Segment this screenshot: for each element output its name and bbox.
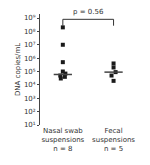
svg-text:10⁵: 10⁵ — [24, 68, 36, 76]
svg-text:Nasal swabsuspensionsn = 8: Nasal swabsuspensionsn = 8 — [41, 127, 84, 153]
svg-text:10⁸: 10⁸ — [24, 28, 36, 36]
svg-text:10⁹: 10⁹ — [24, 14, 36, 22]
svg-text:DNA copies/mL: DNA copies/mL — [14, 43, 22, 96]
svg-text:10¹: 10¹ — [24, 121, 36, 129]
svg-text:Fecalsuspensionsn = 5: Fecalsuspensionsn = 5 — [92, 127, 135, 153]
svg-text:10²: 10² — [24, 108, 36, 116]
svg-text:p = 0.56: p = 0.56 — [73, 8, 104, 16]
svg-text:10³: 10³ — [24, 95, 36, 103]
svg-text:10⁴: 10⁴ — [24, 81, 36, 89]
svg-text:10⁶: 10⁶ — [24, 55, 36, 63]
svg-text:10⁷: 10⁷ — [24, 41, 36, 49]
